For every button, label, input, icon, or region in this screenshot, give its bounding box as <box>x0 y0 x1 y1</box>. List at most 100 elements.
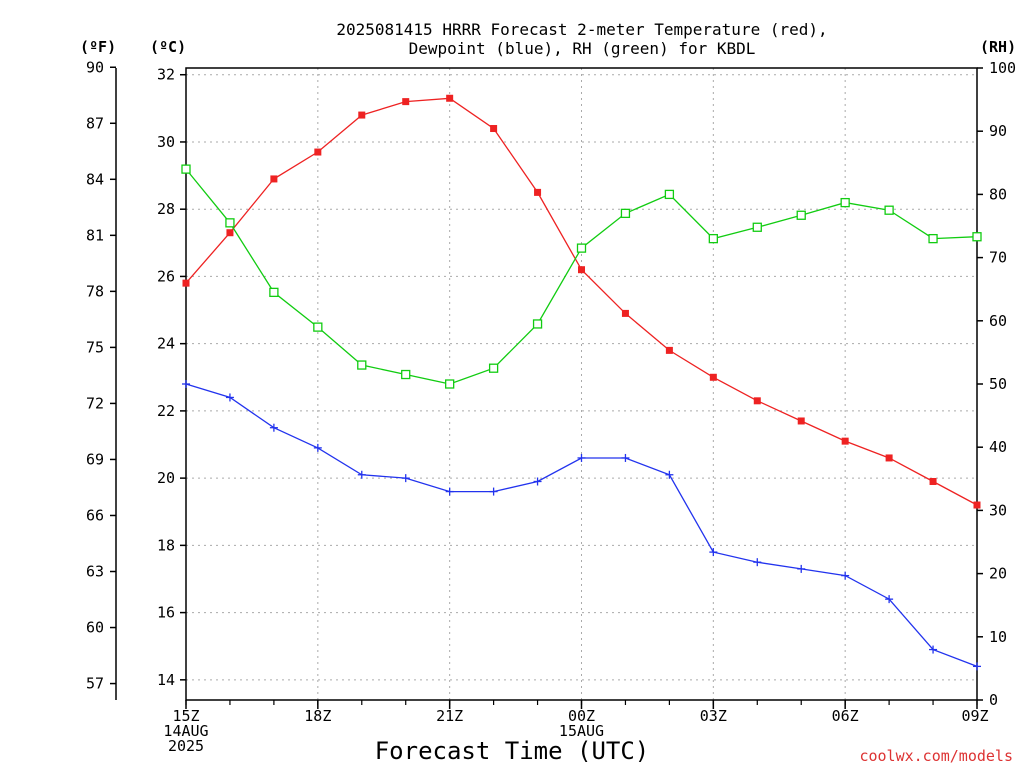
rh-point <box>401 369 411 380</box>
grid-lines <box>186 68 977 700</box>
celsius-tick-label: 28 <box>157 200 175 218</box>
celsius-tick-label: 18 <box>157 536 175 554</box>
temperature-point <box>358 111 366 119</box>
rh-tick-label: 10 <box>989 628 1007 646</box>
rh-point <box>752 222 762 232</box>
rh-tick-label: 80 <box>989 185 1007 203</box>
chart-title-line-1: 2025081415 HRRR Forecast 2-meter Tempera… <box>336 20 827 39</box>
celsius-tick-label: 32 <box>157 66 175 84</box>
rh-point <box>313 322 323 332</box>
fahrenheit-tick-label: 69 <box>86 450 104 468</box>
dewpoint-point <box>973 662 981 671</box>
fahrenheit-tick-label: 60 <box>86 619 104 637</box>
fahrenheit-tick-label: 90 <box>86 58 104 76</box>
temperature-point <box>578 266 585 274</box>
dewpoint-point <box>753 558 762 567</box>
temperature-point <box>402 98 410 106</box>
celsius-tick-label: 16 <box>157 604 175 622</box>
dewpoint-point <box>709 548 718 557</box>
fahrenheit-tick-label: 66 <box>86 506 104 524</box>
x-tick-label: 18Z <box>304 707 331 725</box>
temperature-point <box>534 188 542 196</box>
rh-point <box>664 189 675 200</box>
fahrenheit-tick-label: 75 <box>86 338 104 356</box>
x-tick-label: 00Z <box>568 707 595 725</box>
dewpoint-point <box>929 645 938 654</box>
data-series <box>181 94 982 671</box>
fahrenheit-tick-label: 81 <box>86 226 104 244</box>
rh-tick-label: 40 <box>989 438 1007 456</box>
rh-point <box>269 287 279 298</box>
dewpoint-point <box>269 423 278 432</box>
x-tick-label: 15AUG <box>559 722 604 740</box>
x-tick-label: 21Z <box>436 707 463 725</box>
rh-point <box>620 208 631 219</box>
celsius-tick-label: 20 <box>157 469 175 487</box>
dewpoint-point <box>357 470 366 479</box>
celsius-tick-label: 24 <box>157 335 175 353</box>
celsius-tick-label: 30 <box>157 133 175 151</box>
temperature-point <box>490 125 498 133</box>
dewpoint-point <box>182 380 190 388</box>
rh-point <box>972 232 982 242</box>
dewpoint-point <box>797 564 806 573</box>
temperature-point <box>885 454 893 462</box>
temperature-point <box>753 397 761 405</box>
rh-point <box>840 197 850 208</box>
dewpoint-point <box>885 595 894 604</box>
rh-axis-label: (RH) <box>980 38 1016 56</box>
rh-point <box>357 360 367 370</box>
rh-tick-label: 100 <box>989 59 1016 77</box>
rh-point <box>884 205 894 215</box>
x-tick-label: 14AUG <box>163 722 208 740</box>
rh-tick-label: 50 <box>989 375 1007 393</box>
temperature-point <box>270 175 278 183</box>
dewpoint-point <box>401 474 410 483</box>
temperature-point <box>709 373 717 381</box>
temperature-point <box>446 94 454 102</box>
temperature-point <box>973 501 981 509</box>
temperature-point <box>621 309 629 317</box>
fahrenheit-tick-label: 72 <box>86 394 104 412</box>
fahrenheit-tick-label: 87 <box>86 114 104 132</box>
rh-point <box>225 218 235 228</box>
temperature-point <box>841 437 849 445</box>
rh-point <box>532 319 543 329</box>
dewpoint-point <box>533 477 542 486</box>
celsius-tick-label: 26 <box>157 267 175 285</box>
rh-tick-label: 70 <box>989 249 1007 267</box>
credit-text: coolwx.com/models <box>859 747 1013 765</box>
x-tick-label: 09Z <box>961 707 988 725</box>
fahrenheit-tick-label: 78 <box>86 282 104 300</box>
celsius-tick-label: 14 <box>157 671 175 689</box>
rh-point <box>488 363 499 373</box>
rh-point <box>928 233 938 244</box>
x-tick-label: 06Z <box>832 707 859 725</box>
dewpoint-point <box>445 487 454 496</box>
rh-point <box>708 233 718 244</box>
axes: 57 60 63 66 69 72 75 78 81 84 87 90 14 16 18 20 22 24 26 28… <box>86 58 1016 755</box>
rh-tick-label: 20 <box>989 565 1007 583</box>
rh-point <box>796 210 806 220</box>
dewpoint-point <box>489 487 498 496</box>
fahrenheit-tick-label: 84 <box>86 170 104 188</box>
chart-title-line-2: Dewpoint (blue), RH (green) for KBDL <box>409 39 756 58</box>
dewpoint-point <box>313 443 322 452</box>
fahrenheit-tick-label: 63 <box>86 563 104 581</box>
plot-frame <box>185 67 978 701</box>
temperature-point <box>226 229 234 237</box>
rh-point <box>181 164 191 174</box>
rh-tick-label: 90 <box>989 122 1007 140</box>
dewpoint-point <box>225 393 234 402</box>
dewpoint-point <box>665 470 674 479</box>
x-tick-label: 03Z <box>700 707 727 725</box>
fahrenheit-axis-label: (ºF) <box>80 38 116 56</box>
temperature-point <box>182 279 190 287</box>
celsius-axis-label: (ºC) <box>150 38 186 56</box>
dewpoint-point <box>841 571 850 580</box>
temperature-point <box>665 346 673 354</box>
x-tick-label: 2025 <box>168 737 204 755</box>
chart-title: 2025081415 HRRR Forecast 2-meter Tempera… <box>336 20 827 58</box>
rh-tick-label: 60 <box>989 312 1007 330</box>
